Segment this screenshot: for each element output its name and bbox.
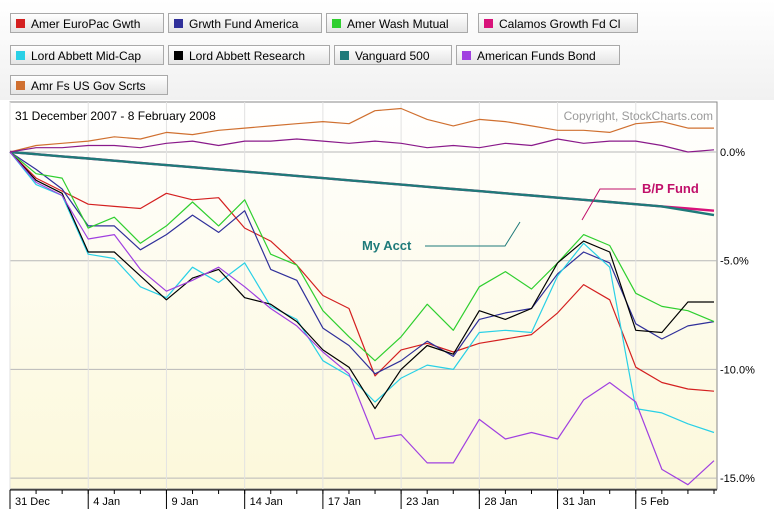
annotation-pointer [425,221,521,247]
series-line [9,151,715,375]
legend-label: Grwth Fund America [189,17,299,31]
legend-label: Vanguard 500 [355,49,430,63]
legend-item-lord-abbett-research[interactable]: Lord Abbett Research [168,45,330,65]
annotation-bp-fund: B/P Fund [642,181,699,196]
legend-swatch [462,51,471,60]
legend-item-amer-wash-mutual[interactable]: Amer Wash Mutual [326,13,468,33]
annotation-pointer [581,188,636,221]
series-line [9,107,714,153]
legend-label: Lord Abbett Research [189,49,306,63]
legend-label: Amer EuroPac Gwth [31,17,141,31]
y-tick-label: -10.0% [720,364,755,376]
legend-label: Lord Abbett Mid-Cap [31,49,142,63]
legend-item-american-funds-bond[interactable]: American Funds Bond [456,45,620,65]
x-tick-label: 9 Jan [171,496,198,508]
legend-item-amr-fs-us-gov[interactable]: Amr Fs US Gov Scrts [10,75,168,95]
legend-item-amer-europac[interactable]: Amer EuroPac Gwth [10,13,164,33]
legend-label: Amer Wash Mutual [347,17,449,31]
legend-swatch [174,19,183,28]
series-line [9,151,715,362]
y-tick-label: -5.0% [720,256,749,268]
plot-area [9,101,718,490]
legend-item-calamos-growth[interactable]: Calamos Growth Fd Cl [478,13,638,33]
legend-label: Calamos Growth Fd Cl [499,17,621,31]
legend: Amer EuroPac Gwth Grwth Fund America Ame… [0,0,774,100]
series-line [9,151,714,410]
y-tick-label: -15.0% [720,473,755,485]
legend-swatch [16,51,25,60]
legend-swatch [174,51,183,60]
x-tick-label: 23 Jan [406,496,439,508]
series-line [9,138,715,153]
legend-label: Amr Fs US Gov Scrts [31,79,146,93]
series-line [9,151,715,392]
series-line [9,150,715,217]
x-tick-label: 28 Jan [484,496,517,508]
x-axis: 31 Dec 4 Jan 9 Jan 14 Jan 17 Jan 23 Jan 28 Jan… [9,489,717,509]
legend-label: American Funds Bond [477,49,596,63]
series-line [9,151,715,486]
y-tick-label: 0.0% [720,147,745,159]
x-tick-label: 31 Dec [15,496,50,508]
annotation-my-acct: My Acct [362,238,412,253]
legend-item-vanguard-500[interactable]: Vanguard 500 [334,45,452,65]
x-tick-label: 4 Jan [93,496,120,508]
date-range-label: 31 December 2007 - 8 February 2008 [15,109,216,123]
legend-swatch [484,19,493,28]
legend-swatch [340,51,349,60]
legend-swatch [16,19,25,28]
legend-item-grwth-fund-america[interactable]: Grwth Fund America [168,13,322,33]
legend-swatch [16,81,25,90]
x-tick-label: 31 Jan [563,496,596,508]
series-lines [9,107,715,486]
y-axis: 0.0% -5.0% -10.0% -15.0% [720,147,755,485]
x-tick-label: 14 Jan [250,496,283,508]
annotations: B/P Fund My Acct [362,181,699,253]
x-tick-label: 5 Feb [641,496,669,508]
legend-item-lord-abbett-mid-cap[interactable]: Lord Abbett Mid-Cap [10,45,164,65]
x-tick-label: 17 Jan [328,496,361,508]
copyright-label: Copyright, StockCharts.com [564,109,713,123]
line-chart: 31 December 2007 - 8 February 2008 Copyr… [9,101,755,509]
legend-swatch [332,19,341,28]
